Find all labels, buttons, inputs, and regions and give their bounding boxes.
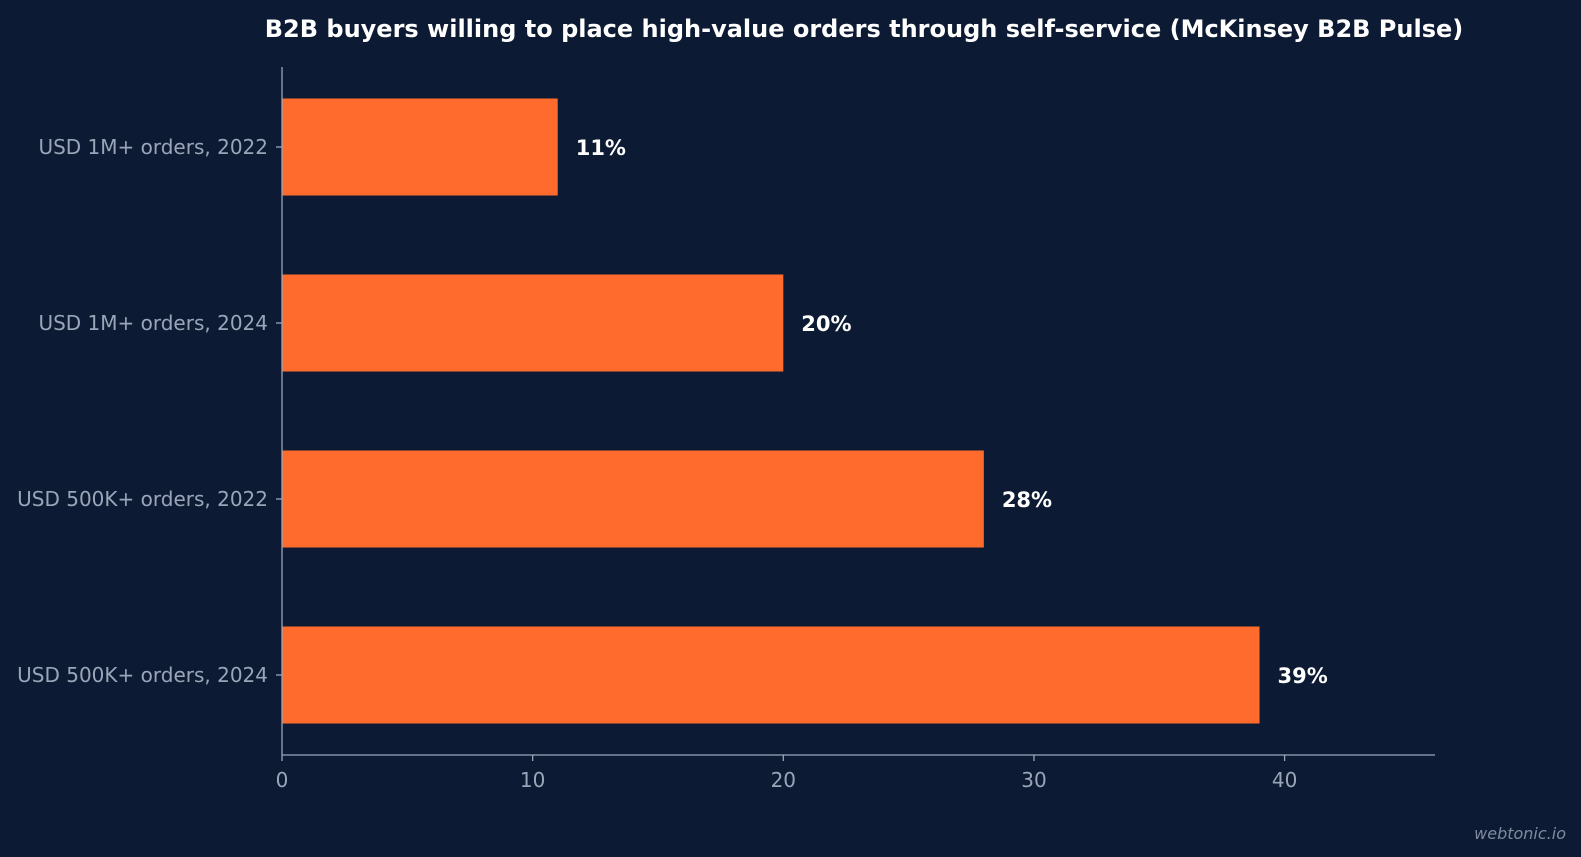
- value-label-1: 11%: [576, 136, 626, 160]
- value-label-4: 39%: [1278, 664, 1328, 688]
- bar-3: [282, 450, 984, 548]
- value-label-3: 28%: [1002, 488, 1052, 512]
- x-tick-label-10: 10: [520, 768, 545, 792]
- category-label-4: USD 500K+ orders, 2024: [17, 663, 268, 687]
- bar-4: [282, 626, 1260, 724]
- x-tick-label-30: 30: [1021, 768, 1046, 792]
- category-label-3: USD 500K+ orders, 2022: [17, 487, 268, 511]
- bars-layer: 11% 20% 28% 39%: [282, 98, 1328, 724]
- watermark-text: webtonic.io: [1474, 824, 1566, 843]
- x-tick-label-40: 40: [1272, 768, 1297, 792]
- chart-title: B2B buyers willing to place high-value o…: [265, 15, 1463, 43]
- category-label-2: USD 1M+ orders, 2024: [38, 311, 268, 335]
- value-label-2: 20%: [801, 312, 851, 336]
- bar-1: [282, 98, 558, 196]
- bar-2: [282, 274, 784, 372]
- x-tick-label-20: 20: [771, 768, 796, 792]
- category-label-1: USD 1M+ orders, 2022: [38, 135, 268, 159]
- axes-layer: USD 1M+ orders, 2022 USD 1M+ orders, 2024…: [17, 67, 1435, 792]
- x-tick-label-0: 0: [276, 768, 289, 792]
